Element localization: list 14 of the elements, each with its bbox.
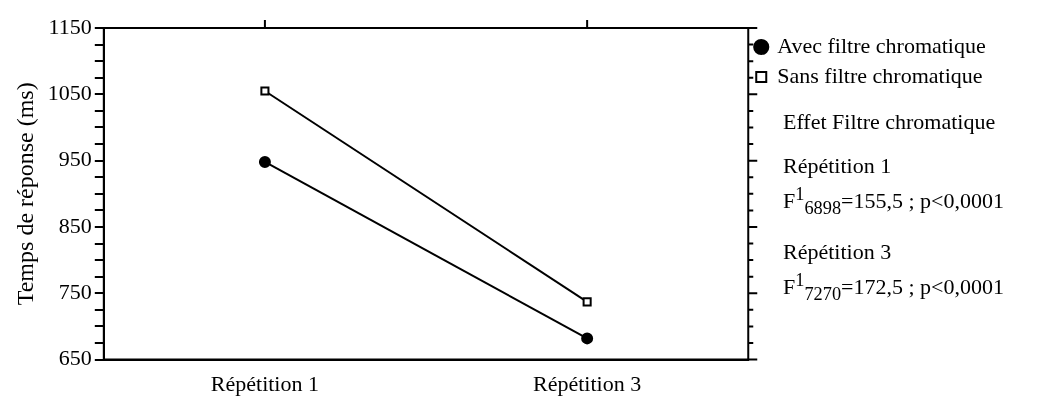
y-tick-label: 850	[58, 212, 92, 238]
y-axis-title: Temps de réponse (ms)	[11, 82, 38, 306]
x-tick-label: Répétition 3	[533, 370, 642, 396]
x-tick-label: Répétition 1	[210, 370, 319, 396]
legend-label: Avec filtre chromatique	[777, 32, 986, 58]
text: Répétition 3 F$^{1}$$_{7270}$=172,5 ; p<0,0001	[783, 237, 1005, 306]
text: Répétition 1 F$^{1}$$_{6898}$=155,5 ; p<0,0001	[783, 152, 1005, 220]
y-tick-label: 750	[58, 279, 92, 305]
y-tick-label: 1050	[47, 80, 92, 106]
legend-label: Sans filtre chromatique	[777, 62, 983, 88]
y-tick-label: 650	[58, 345, 92, 371]
text: Effet Filtre chromatique	[783, 108, 997, 136]
y-tick-label: 1150	[48, 13, 92, 39]
y-tick-label: 950	[58, 146, 92, 172]
